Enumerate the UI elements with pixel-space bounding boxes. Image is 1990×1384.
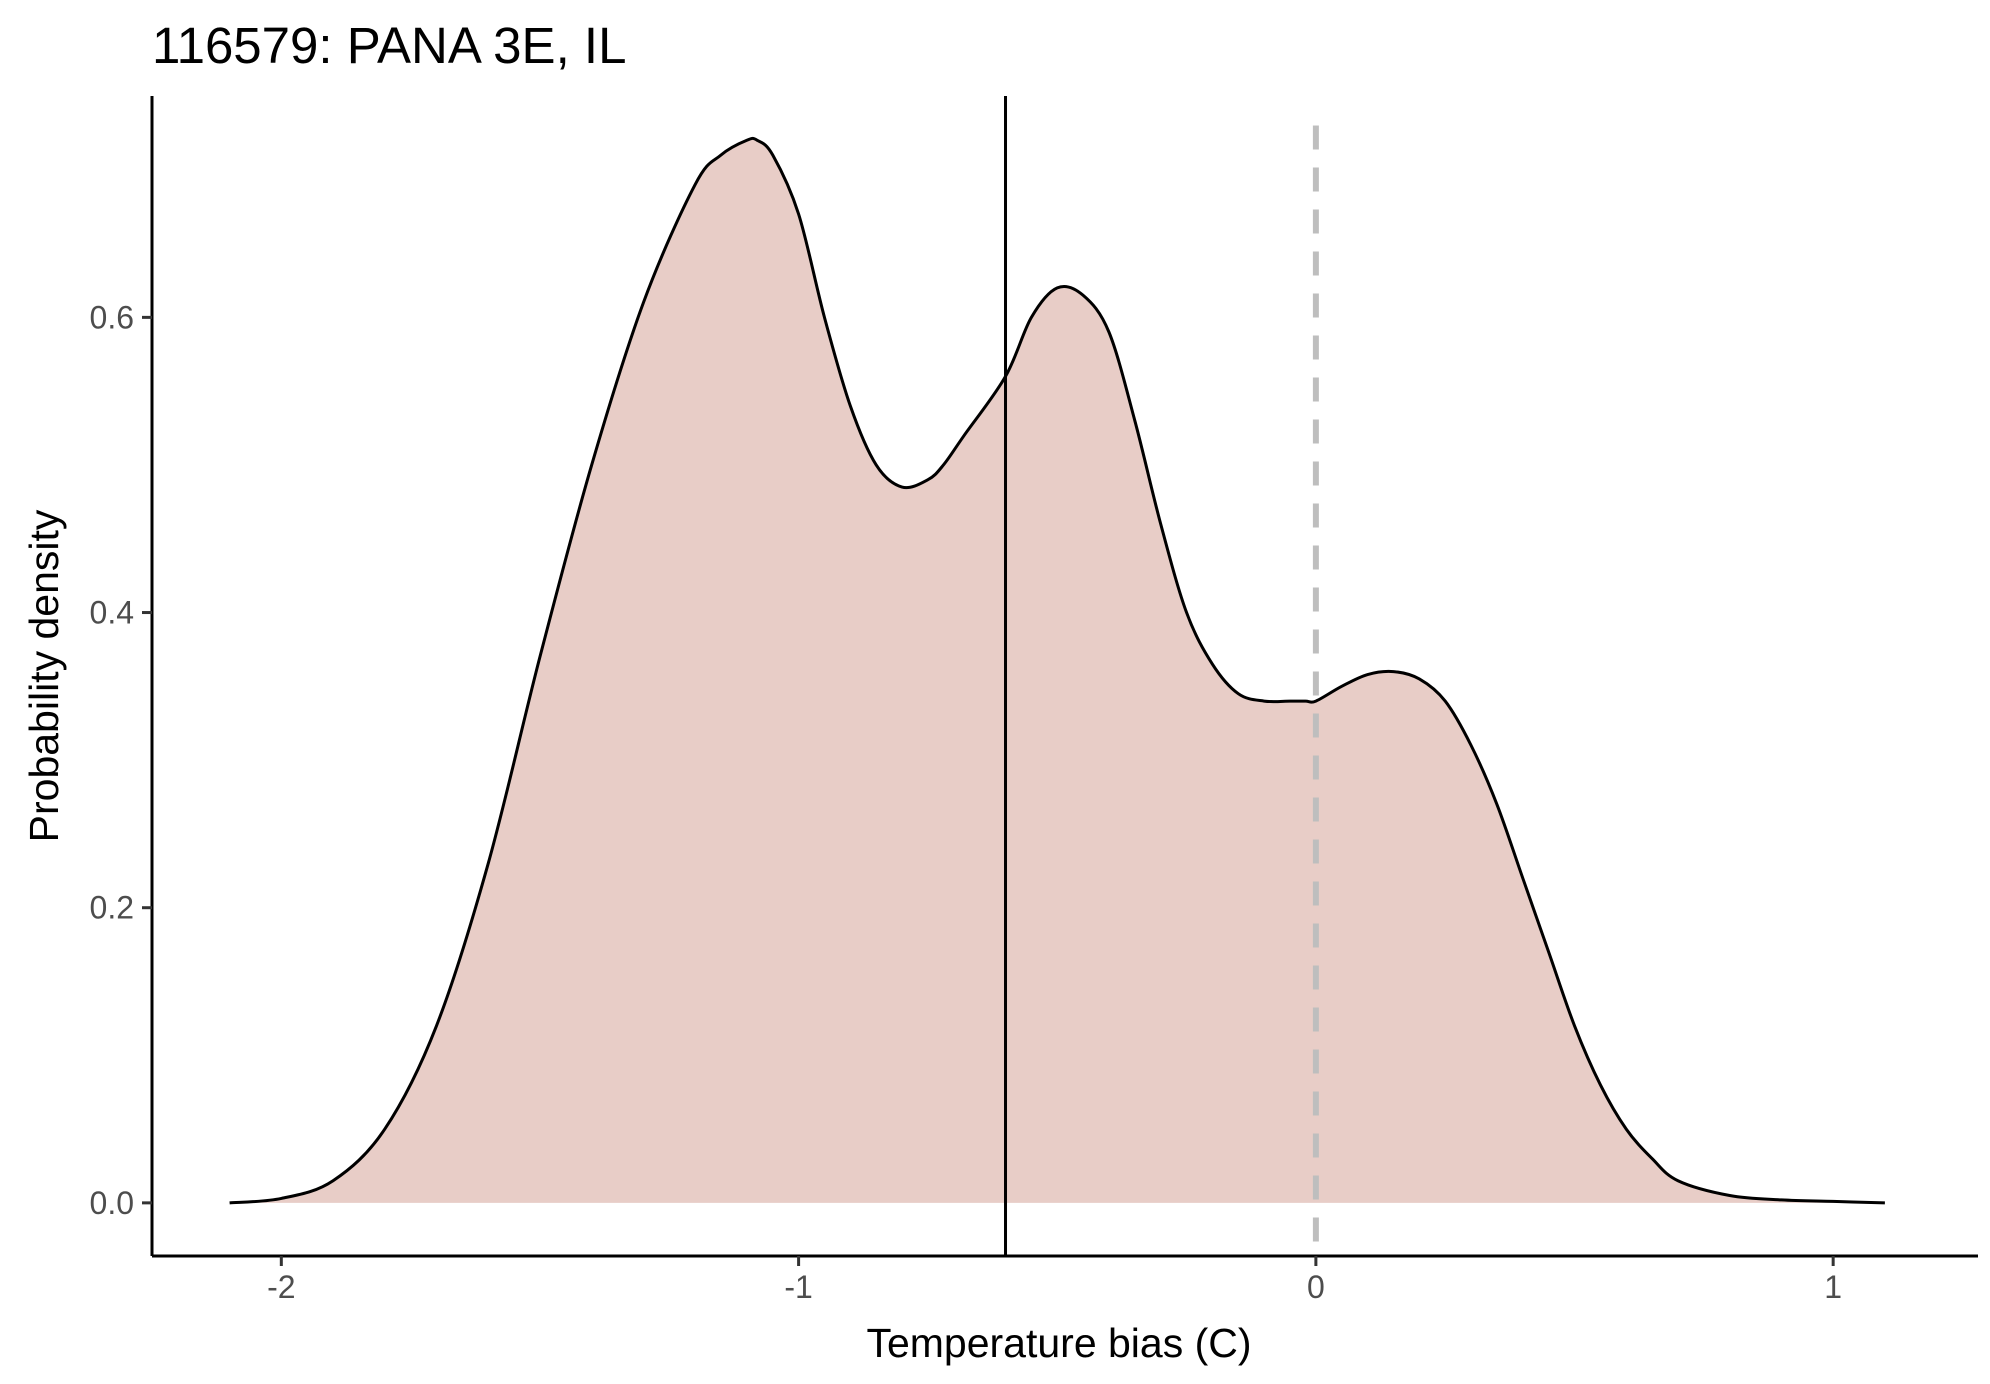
x-tick-label: -1: [784, 1269, 812, 1305]
density-line-0: [229, 136, 1885, 1205]
x-tick-label: 0: [1307, 1269, 1325, 1305]
y-tick-label: 0.2: [90, 890, 134, 926]
y-tick-label: 0.6: [90, 299, 134, 335]
x-tick-label: -2: [267, 1269, 295, 1305]
y-axis-title: Probability density: [21, 509, 67, 842]
x-tick-label: 1: [1824, 1269, 1842, 1305]
density-area-0: [229, 138, 1885, 1203]
y-tick-label: 0.4: [90, 595, 134, 631]
axes: -2 -1 0 1 0.0 0.2 0.4 0.6: [90, 96, 1978, 1305]
y-tick-label: 0.0: [90, 1185, 134, 1221]
chart-title: 116579: PANA 3E, IL: [152, 17, 626, 74]
x-axis-title: Temperature bias (C): [866, 1320, 1251, 1366]
plot-area: [229, 96, 1885, 1256]
